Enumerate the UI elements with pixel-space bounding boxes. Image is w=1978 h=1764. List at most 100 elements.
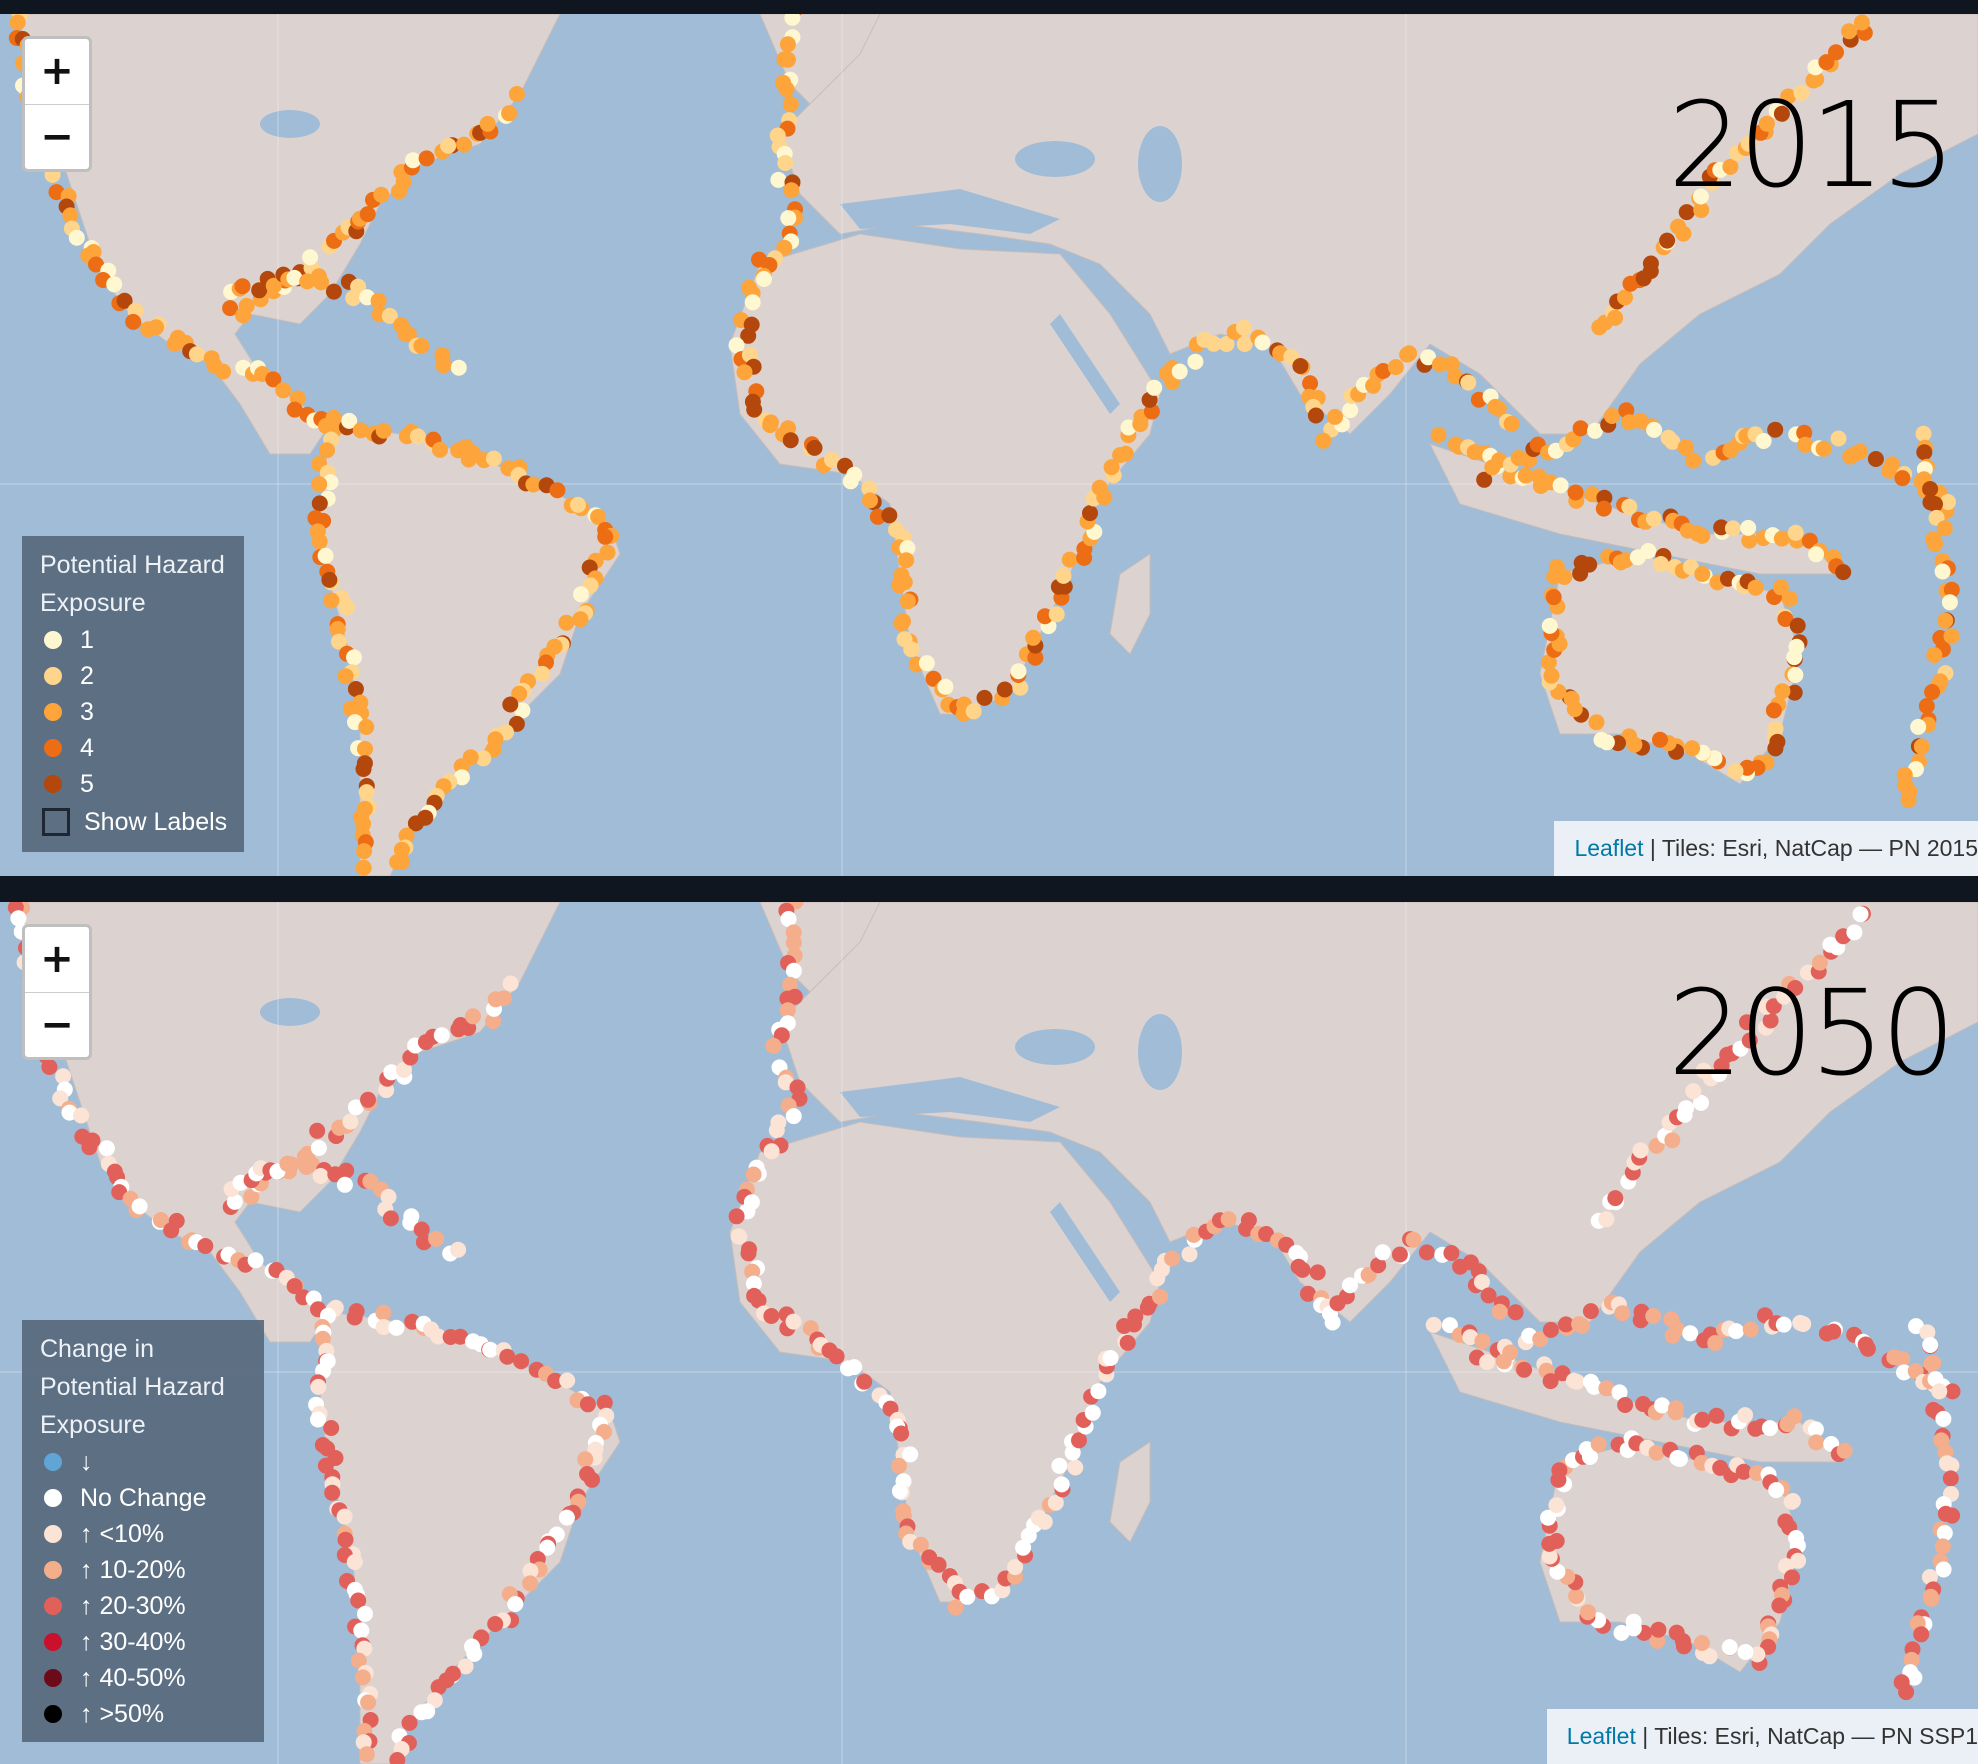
coastal-marker[interactable] — [41, 1059, 58, 1075]
coastal-marker[interactable] — [1693, 1094, 1709, 1111]
coastal-marker[interactable] — [501, 105, 518, 122]
leaflet-link[interactable]: Leaflet — [1566, 1723, 1636, 1749]
coastal-marker[interactable] — [188, 346, 205, 363]
coastal-marker[interactable] — [514, 702, 531, 719]
coastal-marker[interactable] — [1762, 1012, 1779, 1029]
coastal-marker[interactable] — [356, 843, 373, 860]
coastal-marker[interactable] — [1934, 563, 1951, 580]
coastal-marker[interactable] — [1684, 740, 1701, 757]
coastal-marker[interactable] — [1546, 568, 1563, 585]
coastal-marker[interactable] — [783, 182, 800, 199]
coastal-marker[interactable] — [1015, 1539, 1032, 1556]
coastal-marker[interactable] — [1853, 14, 1870, 31]
coastal-marker[interactable] — [1309, 1264, 1326, 1281]
coastal-marker[interactable] — [375, 1304, 392, 1321]
coastal-marker[interactable] — [1927, 536, 1943, 552]
coastal-marker[interactable] — [311, 495, 328, 512]
zoom-in-button[interactable]: + — [40, 48, 74, 94]
coastal-marker[interactable] — [388, 1319, 405, 1336]
coastal-marker[interactable] — [1808, 546, 1825, 563]
coastal-marker[interactable] — [782, 96, 799, 113]
coastal-marker[interactable] — [1030, 1509, 1047, 1526]
coastal-marker[interactable] — [1894, 1351, 1911, 1367]
coastal-marker[interactable] — [502, 696, 519, 713]
coastal-marker[interactable] — [338, 1162, 355, 1179]
coastal-marker[interactable] — [1693, 202, 1710, 218]
coastal-marker[interactable] — [1777, 611, 1794, 627]
coastal-marker[interactable] — [286, 269, 303, 286]
coastal-marker[interactable] — [1652, 556, 1669, 572]
coastal-marker[interactable] — [1667, 1404, 1684, 1421]
coastal-marker[interactable] — [1061, 551, 1078, 568]
coastal-marker[interactable] — [1789, 617, 1806, 634]
coastal-marker[interactable] — [1541, 617, 1558, 634]
coastal-marker[interactable] — [450, 359, 467, 376]
coastal-marker[interactable] — [346, 1554, 363, 1570]
coastal-marker[interactable] — [265, 277, 282, 294]
coastal-marker[interactable] — [1558, 1316, 1574, 1333]
coastal-marker[interactable] — [317, 547, 334, 564]
coastal-marker[interactable] — [1811, 954, 1828, 971]
coastal-marker[interactable] — [1127, 1308, 1144, 1325]
coastal-marker[interactable] — [1758, 115, 1775, 132]
coastal-marker[interactable] — [383, 1064, 400, 1081]
coastal-marker[interactable] — [1915, 425, 1932, 442]
coastal-marker[interactable] — [1645, 510, 1662, 527]
coastal-marker[interactable] — [1010, 663, 1027, 680]
coastal-marker[interactable] — [806, 439, 823, 456]
coastal-marker[interactable] — [413, 1221, 430, 1238]
zoom-out-button[interactable]: − — [25, 992, 89, 1058]
coastal-marker[interactable] — [570, 496, 586, 513]
coastal-marker[interactable] — [1940, 494, 1956, 510]
coastal-marker[interactable] — [1793, 84, 1810, 101]
coastal-marker[interactable] — [596, 1394, 613, 1411]
coastal-marker[interactable] — [1607, 1190, 1624, 1207]
coastal-marker[interactable] — [1859, 1340, 1876, 1357]
coastal-marker[interactable] — [1910, 718, 1927, 735]
coastal-marker[interactable] — [558, 1509, 575, 1526]
coastal-marker[interactable] — [355, 761, 372, 777]
coastal-marker[interactable] — [1490, 400, 1507, 417]
coastal-marker[interactable] — [325, 283, 342, 300]
coastal-marker[interactable] — [353, 1622, 370, 1639]
coastal-marker[interactable] — [1292, 358, 1309, 374]
coastal-marker[interactable] — [265, 371, 282, 388]
coastal-marker[interactable] — [1071, 1432, 1087, 1449]
coastal-marker[interactable] — [1825, 1323, 1842, 1340]
coastal-marker[interactable] — [1922, 494, 1939, 511]
coastal-marker[interactable] — [226, 1193, 243, 1210]
coastal-marker[interactable] — [98, 1140, 115, 1157]
coastal-marker[interactable] — [976, 689, 993, 706]
coastal-marker[interactable] — [925, 670, 942, 687]
coastal-marker[interactable] — [937, 678, 954, 695]
coastal-marker[interactable] — [862, 492, 878, 509]
coastal-marker[interactable] — [1007, 1559, 1024, 1576]
coastal-marker[interactable] — [780, 420, 797, 437]
coastal-marker[interactable] — [746, 401, 763, 418]
coastal-marker[interactable] — [1943, 1457, 1960, 1474]
coastal-marker[interactable] — [534, 665, 551, 682]
coastal-marker[interactable] — [413, 338, 430, 354]
coastal-marker[interactable] — [355, 859, 372, 876]
coastal-marker[interactable] — [1713, 519, 1730, 536]
coastal-marker[interactable] — [1082, 505, 1098, 522]
coastal-marker[interactable] — [959, 1588, 976, 1605]
coastal-marker[interactable] — [314, 1330, 331, 1347]
coastal-marker[interactable] — [768, 1122, 785, 1139]
coastal-marker[interactable] — [1640, 543, 1657, 559]
coastal-marker[interactable] — [1935, 1561, 1952, 1578]
checkbox[interactable] — [42, 808, 70, 836]
coastal-marker[interactable] — [279, 1155, 296, 1172]
coastal-marker[interactable] — [745, 1275, 762, 1292]
coastal-marker[interactable] — [106, 276, 123, 293]
coastal-marker[interactable] — [1830, 430, 1847, 447]
coastal-marker[interactable] — [736, 364, 753, 381]
coastal-marker[interactable] — [215, 363, 232, 380]
coastal-marker[interactable] — [1773, 530, 1790, 547]
coastal-marker[interactable] — [1119, 1334, 1136, 1351]
coastal-marker[interactable] — [319, 442, 335, 459]
coastal-marker[interactable] — [1586, 1378, 1603, 1395]
coastal-marker[interactable] — [1692, 188, 1709, 205]
coastal-marker[interactable] — [1425, 1316, 1442, 1333]
coastal-marker[interactable] — [728, 337, 745, 354]
